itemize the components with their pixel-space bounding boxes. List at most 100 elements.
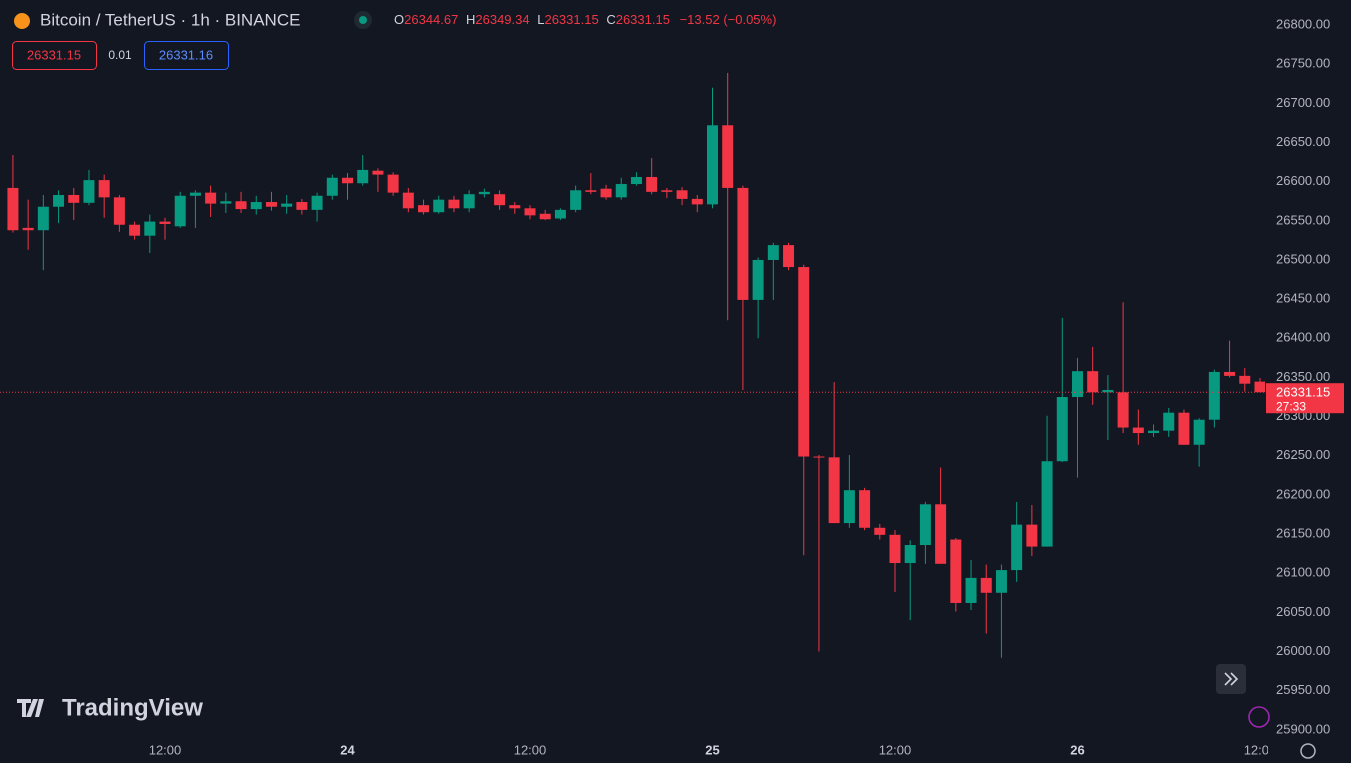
x-tick-label: 12:00 xyxy=(879,742,912,757)
y-tick-label: 26700.00 xyxy=(1276,95,1330,110)
body xyxy=(1178,412,1190,445)
value: 26331.15 xyxy=(544,12,598,27)
body xyxy=(296,202,308,210)
label: C xyxy=(606,12,615,27)
body xyxy=(615,184,627,198)
y-tick-label: 26450.00 xyxy=(1276,291,1330,306)
body xyxy=(859,490,871,528)
label: H xyxy=(466,12,475,27)
countdown: 27:33 xyxy=(1276,399,1306,413)
y-tick-label: 26550.00 xyxy=(1276,212,1330,227)
body xyxy=(798,267,810,457)
body xyxy=(828,457,840,524)
body xyxy=(478,191,490,195)
body xyxy=(1041,461,1053,547)
body xyxy=(342,177,354,184)
body xyxy=(600,188,612,198)
y-tick-label: 26500.00 xyxy=(1276,251,1330,266)
x-axis: 12:00 24 12:00 25 12:00 26 12:00 xyxy=(149,742,1268,757)
last-price-box xyxy=(1266,383,1344,414)
x-tick-label: 25 xyxy=(705,742,719,757)
body xyxy=(706,125,718,205)
body xyxy=(965,577,977,603)
body xyxy=(813,456,825,458)
body xyxy=(767,245,779,260)
body xyxy=(463,194,475,209)
body xyxy=(1224,371,1236,376)
y-tick-label: 26150.00 xyxy=(1276,525,1330,540)
scroll-icon xyxy=(1224,672,1239,686)
body xyxy=(83,180,95,203)
alert-icon[interactable] xyxy=(1248,706,1270,728)
body xyxy=(113,197,125,225)
body xyxy=(37,206,49,231)
body xyxy=(189,192,201,196)
body xyxy=(98,180,110,198)
body xyxy=(265,202,277,207)
body xyxy=(539,213,551,220)
body xyxy=(159,221,171,224)
y-tick-label: 26350.00 xyxy=(1276,369,1330,384)
y-tick-label: 25900.00 xyxy=(1276,721,1330,736)
y-tick-label: 26050.00 xyxy=(1276,604,1330,619)
body xyxy=(630,176,642,185)
body xyxy=(919,504,931,546)
body xyxy=(235,201,247,210)
y-axis: 25900.00 25950.00 26000.00 26050.00 26100.00… xyxy=(1276,16,1330,736)
body xyxy=(585,190,597,192)
body xyxy=(494,194,506,206)
brand: TradingView xyxy=(62,694,203,721)
body xyxy=(1087,371,1099,393)
body xyxy=(1208,371,1220,420)
body xyxy=(737,187,749,300)
body xyxy=(1056,397,1068,462)
bid: 26331.15 xyxy=(27,47,81,62)
body xyxy=(676,190,688,199)
body xyxy=(1254,381,1265,393)
body xyxy=(1026,524,1038,547)
body xyxy=(783,245,795,268)
body xyxy=(1239,375,1251,384)
buy-box[interactable] xyxy=(144,41,229,70)
body xyxy=(357,169,369,184)
settings-icon[interactable] xyxy=(1300,743,1316,759)
ask: 26331.16 xyxy=(159,47,213,62)
y-tick-label: 25950.00 xyxy=(1276,682,1330,697)
body xyxy=(554,209,566,219)
x-tick-label: 12:00 xyxy=(149,742,182,757)
y-tick-label: 26000.00 xyxy=(1276,643,1330,658)
status-dot xyxy=(359,16,367,24)
sell-box[interactable] xyxy=(12,41,97,70)
brand-logo xyxy=(17,699,44,717)
y-tick-label: 26800.00 xyxy=(1276,16,1330,31)
ohlc-legend: O26344.67 H26349.34 L26331.15 C26331.15 … xyxy=(394,12,776,27)
y-tick-label: 26600.00 xyxy=(1276,173,1330,188)
body xyxy=(387,174,399,193)
body xyxy=(68,194,80,203)
body xyxy=(752,259,764,300)
body xyxy=(646,176,658,192)
body xyxy=(144,221,156,236)
body xyxy=(722,125,734,188)
body xyxy=(281,203,293,207)
value: 26344.67 xyxy=(404,12,458,27)
body xyxy=(1148,430,1160,434)
body xyxy=(1163,412,1175,431)
y-tick-label: 26650.00 xyxy=(1276,134,1330,149)
body xyxy=(691,198,703,205)
body xyxy=(402,192,414,209)
body xyxy=(174,195,186,227)
body xyxy=(1117,392,1129,428)
y-tick-label: 26100.00 xyxy=(1276,565,1330,580)
body xyxy=(889,534,901,564)
body xyxy=(250,202,262,210)
body xyxy=(22,227,34,231)
y-tick-label: 26250.00 xyxy=(1276,447,1330,462)
body xyxy=(372,170,384,175)
body xyxy=(1011,524,1023,571)
body xyxy=(1102,389,1114,393)
body xyxy=(874,527,886,535)
body xyxy=(904,545,916,564)
